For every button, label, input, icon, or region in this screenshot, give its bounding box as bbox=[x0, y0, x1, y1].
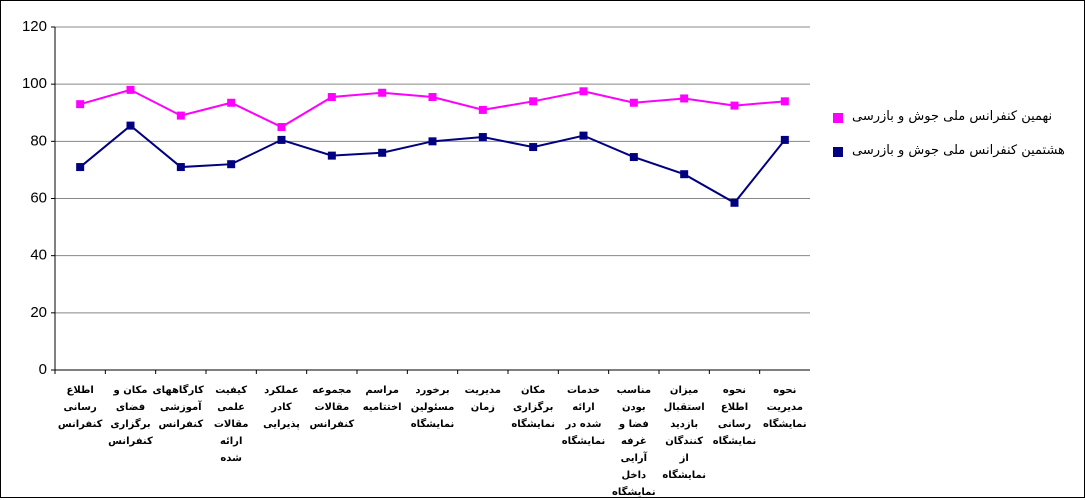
point bbox=[478, 105, 487, 114]
y-tick-label: 20 bbox=[30, 304, 47, 321]
point bbox=[780, 135, 789, 144]
point bbox=[378, 148, 387, 157]
point bbox=[730, 198, 739, 207]
point bbox=[227, 160, 236, 169]
point bbox=[227, 98, 236, 107]
x-tick-label: مکان برگزاری نمایشگاه bbox=[511, 385, 555, 430]
point bbox=[629, 153, 638, 162]
x-tick-label: عملکرد کادر پذیرایی bbox=[263, 385, 300, 430]
x-tick-label: اطلاع رسانی کنفرانس bbox=[57, 385, 103, 430]
point bbox=[780, 97, 789, 106]
legend-marker bbox=[833, 113, 843, 123]
x-tick-label: مکان و فضای برگزاری کنفرانس bbox=[108, 385, 153, 447]
point bbox=[428, 93, 437, 102]
y-tick-label: 0 bbox=[39, 361, 47, 378]
point bbox=[327, 151, 336, 160]
point bbox=[76, 163, 85, 172]
legend-label: هشتمین کنفرانس ملی جوش و بازرسی bbox=[852, 143, 1065, 158]
point bbox=[277, 135, 286, 144]
y-tick-label: 80 bbox=[30, 132, 47, 149]
x-tick-label: نحوه مدیریت نمایشگاه bbox=[763, 385, 807, 430]
point bbox=[126, 85, 135, 94]
legend-label: نهمین کنفرانس ملی جوش و بازرسی bbox=[852, 109, 1053, 124]
x-tick-label: نحوه اطلاع رسانی نمایشگاه bbox=[712, 385, 757, 447]
y-tick-label: 60 bbox=[30, 189, 47, 206]
x-tick-label: مدیریت زمان bbox=[464, 385, 501, 413]
point bbox=[76, 100, 85, 109]
point bbox=[176, 163, 185, 172]
point bbox=[579, 87, 588, 96]
x-tick-label: کیفیت علمی مقالات ارائه شده bbox=[213, 385, 249, 464]
point bbox=[478, 133, 487, 142]
point bbox=[126, 121, 135, 130]
point bbox=[277, 123, 286, 132]
x-tick-label: مناسب بودن فضا و غرفه آرایی داخل نمایشگا… bbox=[612, 385, 656, 498]
x-tick-label: مجموعه مقالات کنفرانس bbox=[309, 385, 355, 430]
x-tick-label: مراسم اختتامیه bbox=[362, 385, 402, 413]
point bbox=[680, 94, 689, 103]
point bbox=[629, 98, 638, 107]
y-tick-label: 100 bbox=[22, 75, 47, 92]
point bbox=[529, 97, 538, 106]
point bbox=[378, 88, 387, 97]
x-tick-label: خدمات ارائه شده در نمایشگاه bbox=[561, 385, 606, 447]
legend-marker bbox=[833, 147, 843, 157]
x-tick-label: کارگاههای آموزشی کنفرانس bbox=[152, 385, 204, 430]
y-tick-label: 120 bbox=[22, 18, 47, 35]
point bbox=[579, 131, 588, 140]
point bbox=[529, 143, 538, 152]
point bbox=[680, 170, 689, 179]
y-tick-label: 40 bbox=[30, 247, 47, 264]
point bbox=[176, 111, 185, 120]
point bbox=[730, 101, 739, 110]
point bbox=[327, 93, 336, 102]
x-tick-label: برخورد مسئولین نمایشگاه bbox=[410, 385, 455, 430]
point bbox=[428, 137, 437, 146]
x-tick-label: میزان استقبال بازدید کنندگان از نمایشگاه bbox=[662, 385, 706, 481]
